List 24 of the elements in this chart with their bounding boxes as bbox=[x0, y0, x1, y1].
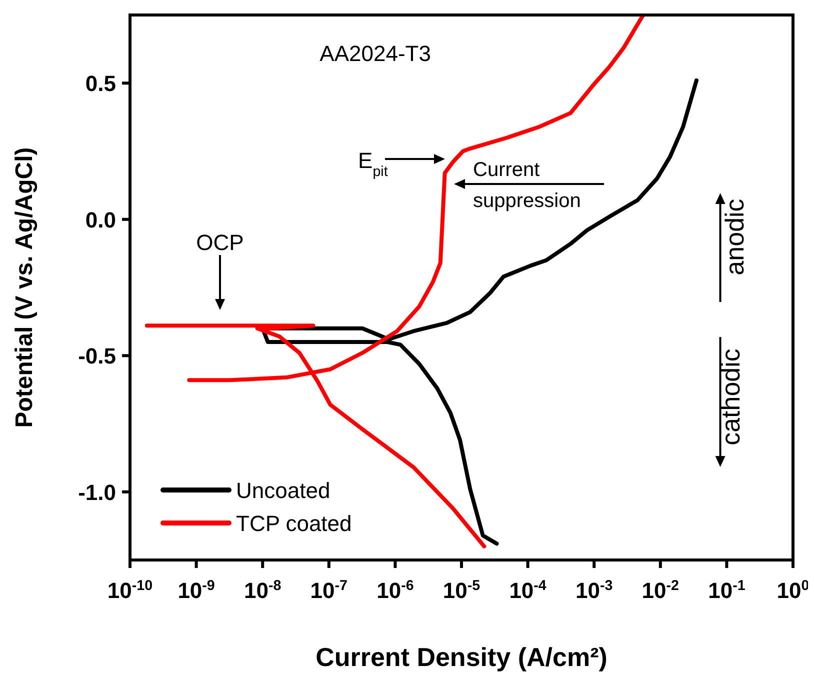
legend-label: TCP coated bbox=[236, 511, 352, 536]
x-tick-label: 10$^{-9}$ bbox=[178, 578, 215, 603]
x-axis-title: Current Density (A/cm²) bbox=[316, 642, 608, 672]
annotation: cathodic bbox=[715, 348, 746, 446]
annotation: anodic bbox=[719, 198, 750, 276]
x-tick-label: 10$^{-10}$ bbox=[107, 578, 153, 603]
legend-label: Uncoated bbox=[236, 478, 330, 503]
y-tick-label: 0.5 bbox=[85, 71, 116, 96]
x-tick-label: 10$^{-7}$ bbox=[310, 578, 348, 603]
x-tick-label: 10$^{-8}$ bbox=[244, 578, 282, 603]
x-tick-label: 10$^{-1}$ bbox=[708, 578, 746, 603]
annotation: Current suppression bbox=[473, 159, 581, 212]
y-axis-title: Potential (V vs. Ag/AgCl) bbox=[11, 147, 38, 428]
x-tick-label: 10$^{-6}$ bbox=[376, 578, 414, 603]
x-tick-label: 10$^{-2}$ bbox=[642, 578, 680, 603]
y-tick-label: -1.0 bbox=[78, 480, 116, 505]
annotation: AA2024-T3 bbox=[320, 41, 431, 66]
y-tick-label: 0.0 bbox=[85, 207, 116, 232]
x-tick-label: 10$^{-4}$ bbox=[509, 578, 546, 603]
annotation: E$_{pit}$ bbox=[358, 148, 388, 180]
y-tick-label: -0.5 bbox=[78, 344, 116, 369]
x-tick-label: 10$^{-5}$ bbox=[442, 578, 480, 603]
x-tick-label: 10$^{-3}$ bbox=[576, 578, 613, 603]
annotation: OCP bbox=[196, 230, 244, 255]
